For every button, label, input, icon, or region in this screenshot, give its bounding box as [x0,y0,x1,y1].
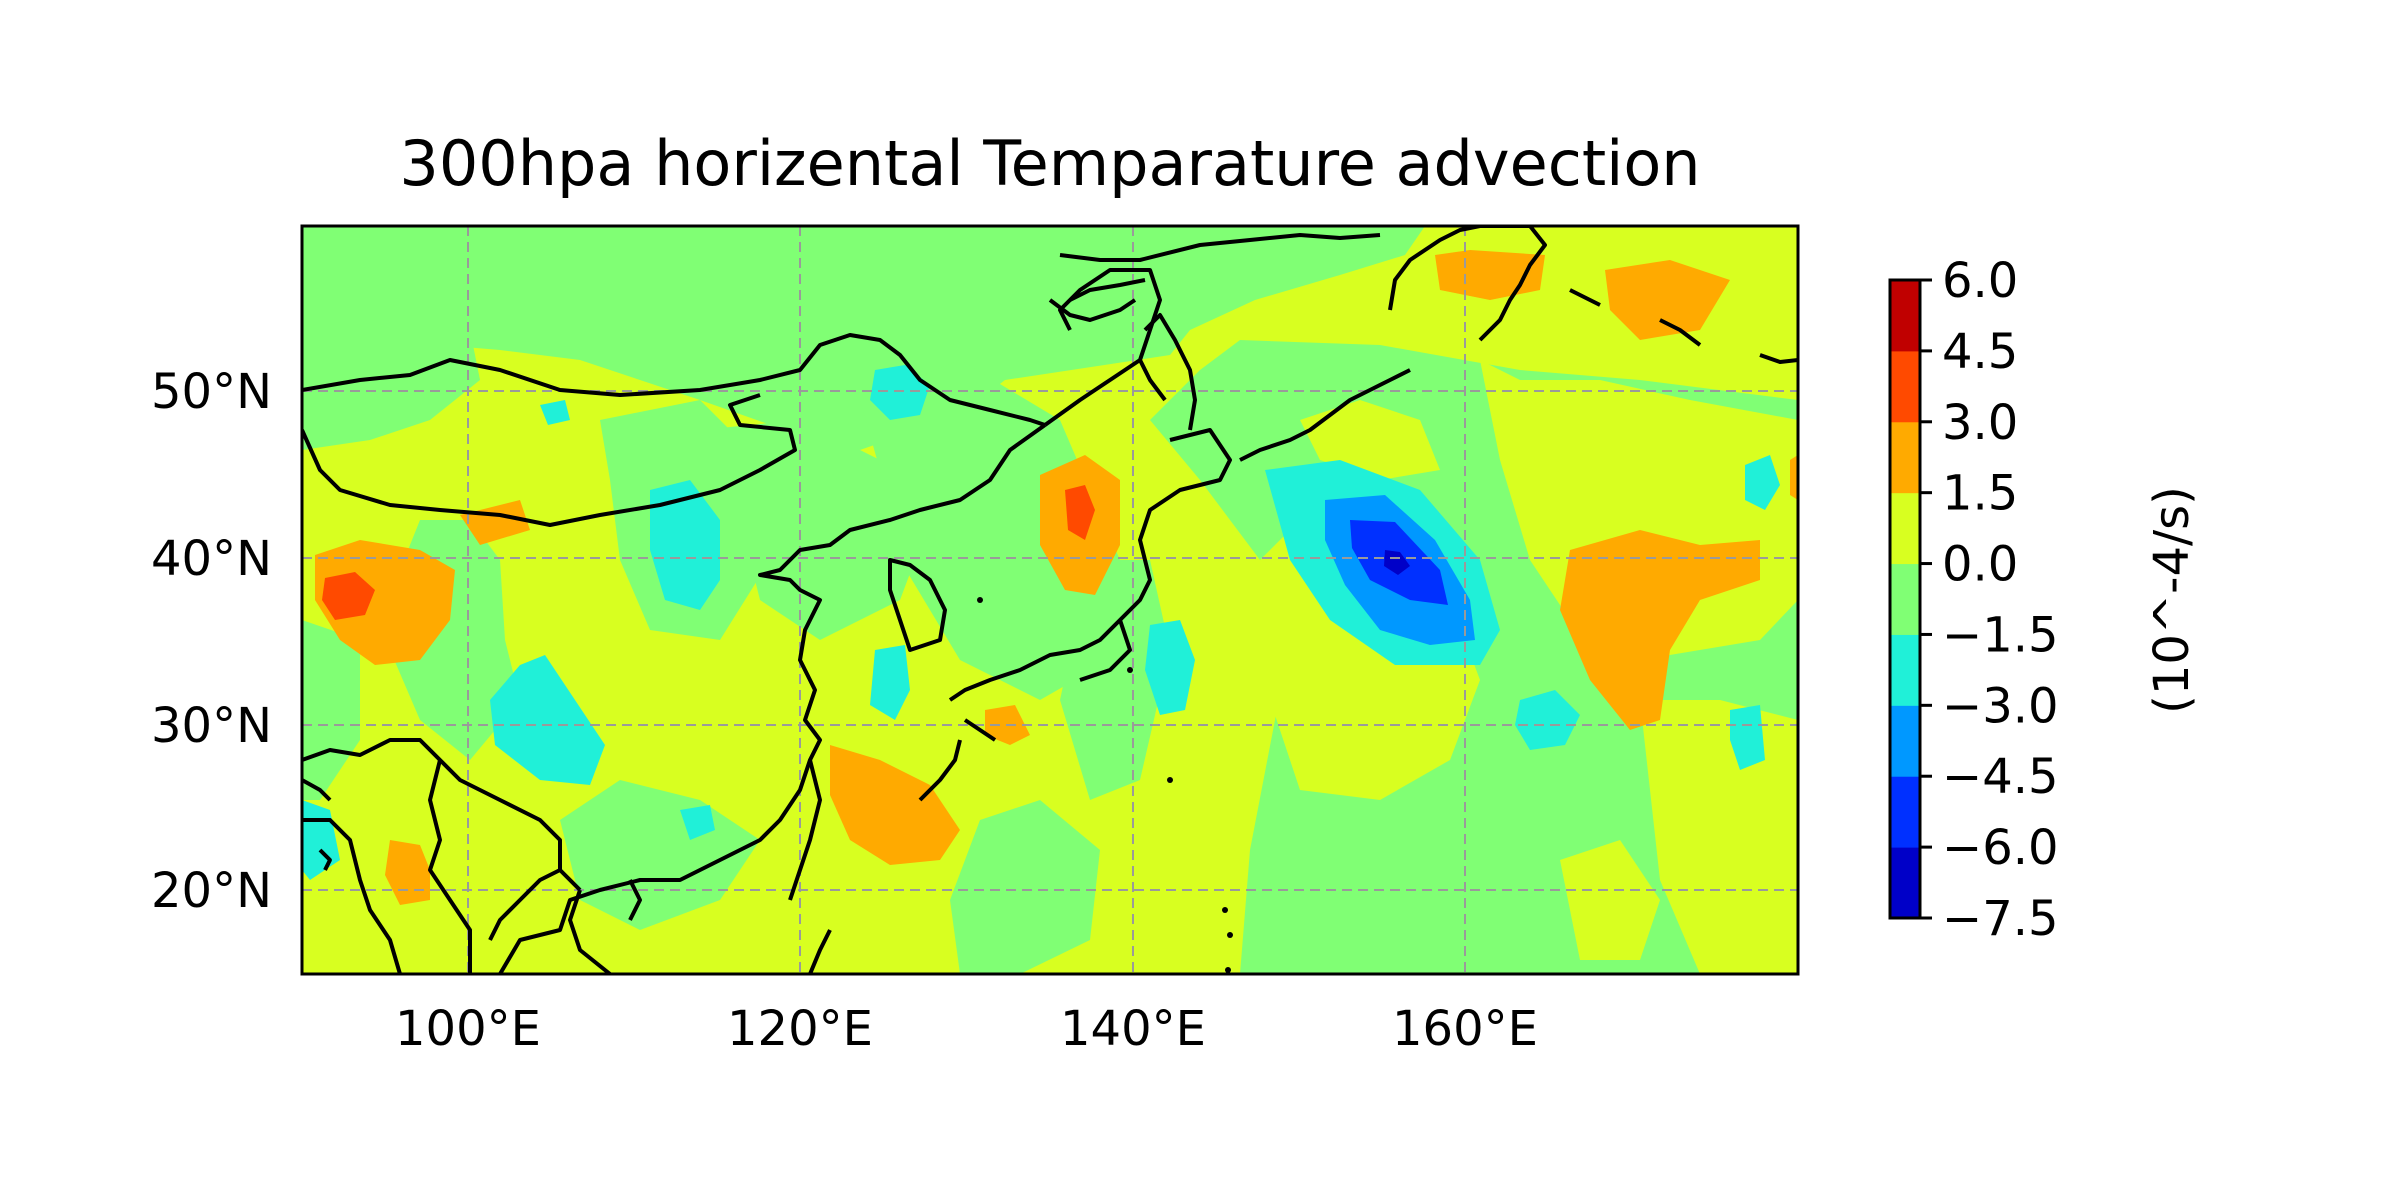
y-tick-label: 40°N [151,531,272,587]
x-tick-label: 140°E [1060,1001,1206,1057]
colorbar-tick-label: −3.0 [1942,678,2059,734]
colorbar-tick-label: 3.0 [1942,395,2018,451]
colorbar-tick-label: −1.5 [1942,607,2059,663]
colorbar-segment [1890,350,1920,423]
y-tick-label: 50°N [151,364,272,420]
colorbar-tick-label: 1.5 [1942,466,2018,522]
colorbar-tick-label: 0.0 [1942,537,2018,593]
x-tick-label: 160°E [1392,1001,1538,1057]
x-tick-label: 100°E [395,1001,541,1057]
colorbar-tick-label: −4.5 [1942,749,2059,805]
colorbar-label: (10^-4/s) [2144,486,2200,714]
gridlines [302,226,1798,974]
field-redorange-regions [322,485,1095,620]
colorbar-segment [1890,847,1920,919]
x-tick-label: 120°E [727,1001,873,1057]
colorbar-tick-label: −7.5 [1942,891,2059,947]
field-darkblue-core [1384,550,1410,575]
colorbar-segment [1890,280,1920,352]
colorbar-frame [1888,278,1922,920]
y-axis-tick-labels: 50°N 40°N 30°N 20°N [151,364,272,919]
x-axis-tick-labels: 100°E 120°E 140°E 160°E [395,1001,1538,1057]
colorbar-segment [1890,563,1920,635]
map-panel [302,226,1798,974]
coastlines [302,226,1798,974]
y-tick-label: 20°N [151,863,272,919]
field-orange-regions [315,250,1798,905]
colorbar-tick-label: 4.5 [1942,324,2018,380]
y-tick-label: 30°N [151,698,272,754]
map-frame [300,224,1800,976]
colorbar-segment [1890,421,1920,494]
colorbar-tick-label: 6.0 [1942,253,2018,309]
colorbar-tick-label: −6.0 [1942,820,2059,876]
colorbar-segment [1890,492,1920,565]
small-islands [977,597,1233,973]
chart-title: 300hpa horizental Temparature advection [399,127,1700,200]
colorbar-segment [1890,776,1920,848]
colorbar-segment [1890,705,1920,777]
colorbar-segment [1890,634,1920,706]
colorbar: −7.5 −6.0 −4.5 −3.0 −1.5 0.0 1.5 3.0 4.5 6.0 [1888,253,2059,947]
